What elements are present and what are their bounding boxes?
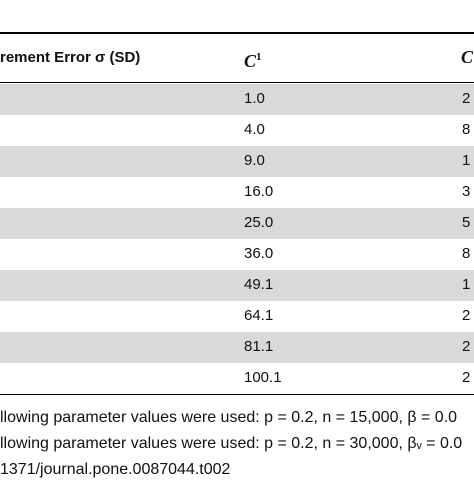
header-cell: C1 (244, 47, 262, 71)
table-cell: 100.1 (244, 369, 282, 386)
table-cell: 1 (462, 152, 471, 169)
table-cell: 1 (462, 276, 471, 293)
table-cell: 8 (462, 121, 471, 138)
table-row (0, 115, 474, 146)
table-row (0, 270, 474, 301)
table-row (0, 177, 474, 208)
footnote: llowing parameter values were used: p = … (0, 435, 463, 452)
table-row (0, 208, 474, 239)
header-text: C (244, 51, 257, 71)
header-sup: 1 (256, 51, 262, 63)
table-cell: 8 (462, 245, 471, 262)
table-cell: 16.0 (244, 183, 274, 200)
header-cell: C (461, 47, 474, 67)
table-cell: 4.0 (244, 121, 265, 138)
table-cell: 49.1 (244, 276, 274, 293)
header-cell: rement Error σ (SD) (0, 49, 141, 66)
table-cell: 2 (462, 90, 471, 107)
table-cell: 2 (462, 369, 471, 386)
table-row (0, 332, 474, 363)
table-cell: 5 (462, 214, 471, 231)
table-cell: 9.0 (244, 152, 265, 169)
table-cell: 2 (462, 338, 471, 355)
table-cell: 64.1 (244, 307, 274, 324)
table-cell: 2 (462, 307, 471, 324)
table-top-rule (0, 32, 474, 34)
table-bottom-rule (0, 394, 474, 395)
table-row (0, 146, 474, 177)
header-rule (0, 82, 474, 83)
footnote: 1371/journal.pone.0087044.t002 (0, 461, 231, 478)
table-cell: 1.0 (244, 90, 265, 107)
table-cell: 81.1 (244, 338, 274, 355)
table-row (0, 363, 474, 394)
table-cell: 25.0 (244, 214, 274, 231)
table-cell: 36.0 (244, 245, 274, 262)
table-row (0, 239, 474, 270)
table-row (0, 301, 474, 332)
table-row (0, 84, 474, 115)
table-cell: 3 (462, 183, 471, 200)
footnote: llowing parameter values were used: p = … (0, 409, 458, 426)
